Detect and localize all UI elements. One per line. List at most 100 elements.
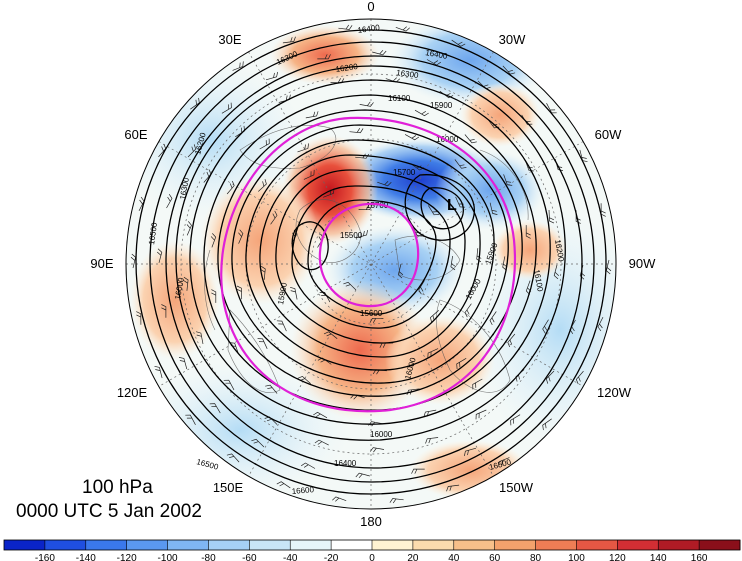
lon-label-30e: 30E: [218, 32, 241, 47]
lon-label-120e: 120E: [117, 385, 148, 400]
wind-barb: [475, 409, 487, 420]
wind-barb: [525, 225, 531, 239]
anomaly-blob: [130, 240, 220, 360]
colorbar-swatch: [249, 540, 291, 550]
wind-barb: [377, 180, 392, 187]
wind-barb: [498, 457, 510, 467]
wind-barb: [369, 447, 385, 453]
height-contour: [307, 199, 437, 315]
contour-label: 16100: [388, 94, 411, 103]
contour-label: 16400: [357, 23, 381, 35]
wind-barb: [355, 472, 370, 479]
wind-barb: [542, 319, 549, 334]
height-contour: [135, 29, 607, 495]
colorbar-tick-label: -40: [283, 553, 298, 561]
wind-barb: [332, 496, 347, 502]
wind-barb: [236, 285, 243, 300]
longitude-labels: 0 30W 60W 90W 120W 150W 180 150E 120E 90…: [90, 0, 656, 529]
contour-label: 15700: [393, 168, 416, 177]
wind-barb: [411, 468, 425, 474]
wind-barb: [503, 174, 513, 186]
colorbar-swatch: [208, 540, 250, 550]
wind-barb: [489, 202, 498, 215]
colorbar-tick-label: 80: [530, 553, 542, 561]
contour-label: 16400: [425, 48, 449, 61]
height-contour: [259, 154, 481, 358]
contour-label: 16000: [370, 430, 393, 439]
wind-barb: [430, 310, 439, 323]
wind-barb: [226, 180, 235, 195]
wind-barb: [166, 194, 173, 209]
wind-barb: [323, 331, 338, 339]
coastline: [295, 199, 361, 263]
wind-barb: [305, 111, 319, 119]
colorbar-swatch: [576, 540, 618, 550]
contour-label: 15500: [340, 231, 363, 240]
wind-barb: [553, 264, 560, 280]
anomaly-blob: [435, 150, 545, 230]
wind-barb: [414, 109, 429, 117]
lon-label-120w: 120W: [597, 385, 632, 400]
wind-barb: [226, 453, 240, 463]
coastline: [436, 299, 511, 393]
wind-barb: [349, 128, 364, 134]
colorbar-swatch: [4, 540, 46, 550]
wind-barb: [276, 481, 291, 489]
colorbar-swatch: [167, 540, 209, 550]
height-contour: [165, 55, 583, 469]
coastline: [239, 124, 337, 169]
jet-outline-outer: [220, 116, 516, 413]
colorbar-tick-label: 100: [568, 553, 585, 561]
wind-barb: [260, 265, 266, 280]
colorbar-tick-label: 160: [691, 553, 708, 561]
wind-barb: [338, 24, 353, 30]
wind-barb: [597, 316, 604, 332]
wind-barb: [313, 411, 328, 419]
coastline: [227, 309, 281, 393]
colorbar-swatch: [44, 540, 87, 550]
height-contour: [404, 174, 475, 241]
wind-barb: [317, 357, 332, 365]
lon-label-30w: 30W: [499, 32, 526, 47]
meridian-line: [158, 141, 584, 387]
wind-barb: [395, 26, 410, 32]
colorbar-tick-label: -20: [324, 553, 339, 561]
wind-barb: [232, 61, 244, 71]
wind-barb: [156, 248, 163, 263]
wind-barb: [404, 134, 420, 141]
wind-barb: [265, 384, 278, 394]
wind-barb: [454, 159, 467, 169]
wind-barb: [502, 65, 516, 75]
wind-barb: [251, 438, 265, 448]
colorbar-tick-label: -140: [76, 553, 96, 561]
colorbar-swatch: [453, 540, 496, 550]
wind-barb: [358, 205, 373, 211]
wind-barb: [290, 286, 298, 300]
wind-barb: [238, 229, 244, 244]
wind-barb: [425, 437, 439, 444]
colorbar-swatch: [412, 540, 455, 550]
wind-barb: [472, 378, 483, 390]
height-contour: [420, 187, 464, 230]
colorbar-swatch: [372, 540, 414, 550]
coastline: [204, 249, 216, 331]
wind-barb: [314, 439, 329, 446]
wind-barb: [428, 205, 440, 216]
colorbar-swatch: [535, 540, 577, 550]
contour-label: 16300: [178, 176, 191, 200]
wind-barb: [301, 462, 316, 469]
wind-barb: [542, 418, 552, 431]
latitude-circle: [245, 138, 497, 390]
contour-label: 15900: [276, 281, 289, 305]
contour-label: 15600: [360, 309, 383, 318]
wind-barb: [178, 357, 188, 370]
latitude-circle: [180, 73, 562, 455]
wind-barb: [359, 101, 374, 107]
colorbar-swatch: [699, 540, 741, 550]
colorbar-tick-label: 0: [369, 553, 375, 561]
wind-barb: [161, 304, 167, 318]
colorbar-swatch: [494, 540, 537, 550]
wind-barb: [464, 134, 477, 144]
contour-label: 16400: [334, 459, 357, 468]
